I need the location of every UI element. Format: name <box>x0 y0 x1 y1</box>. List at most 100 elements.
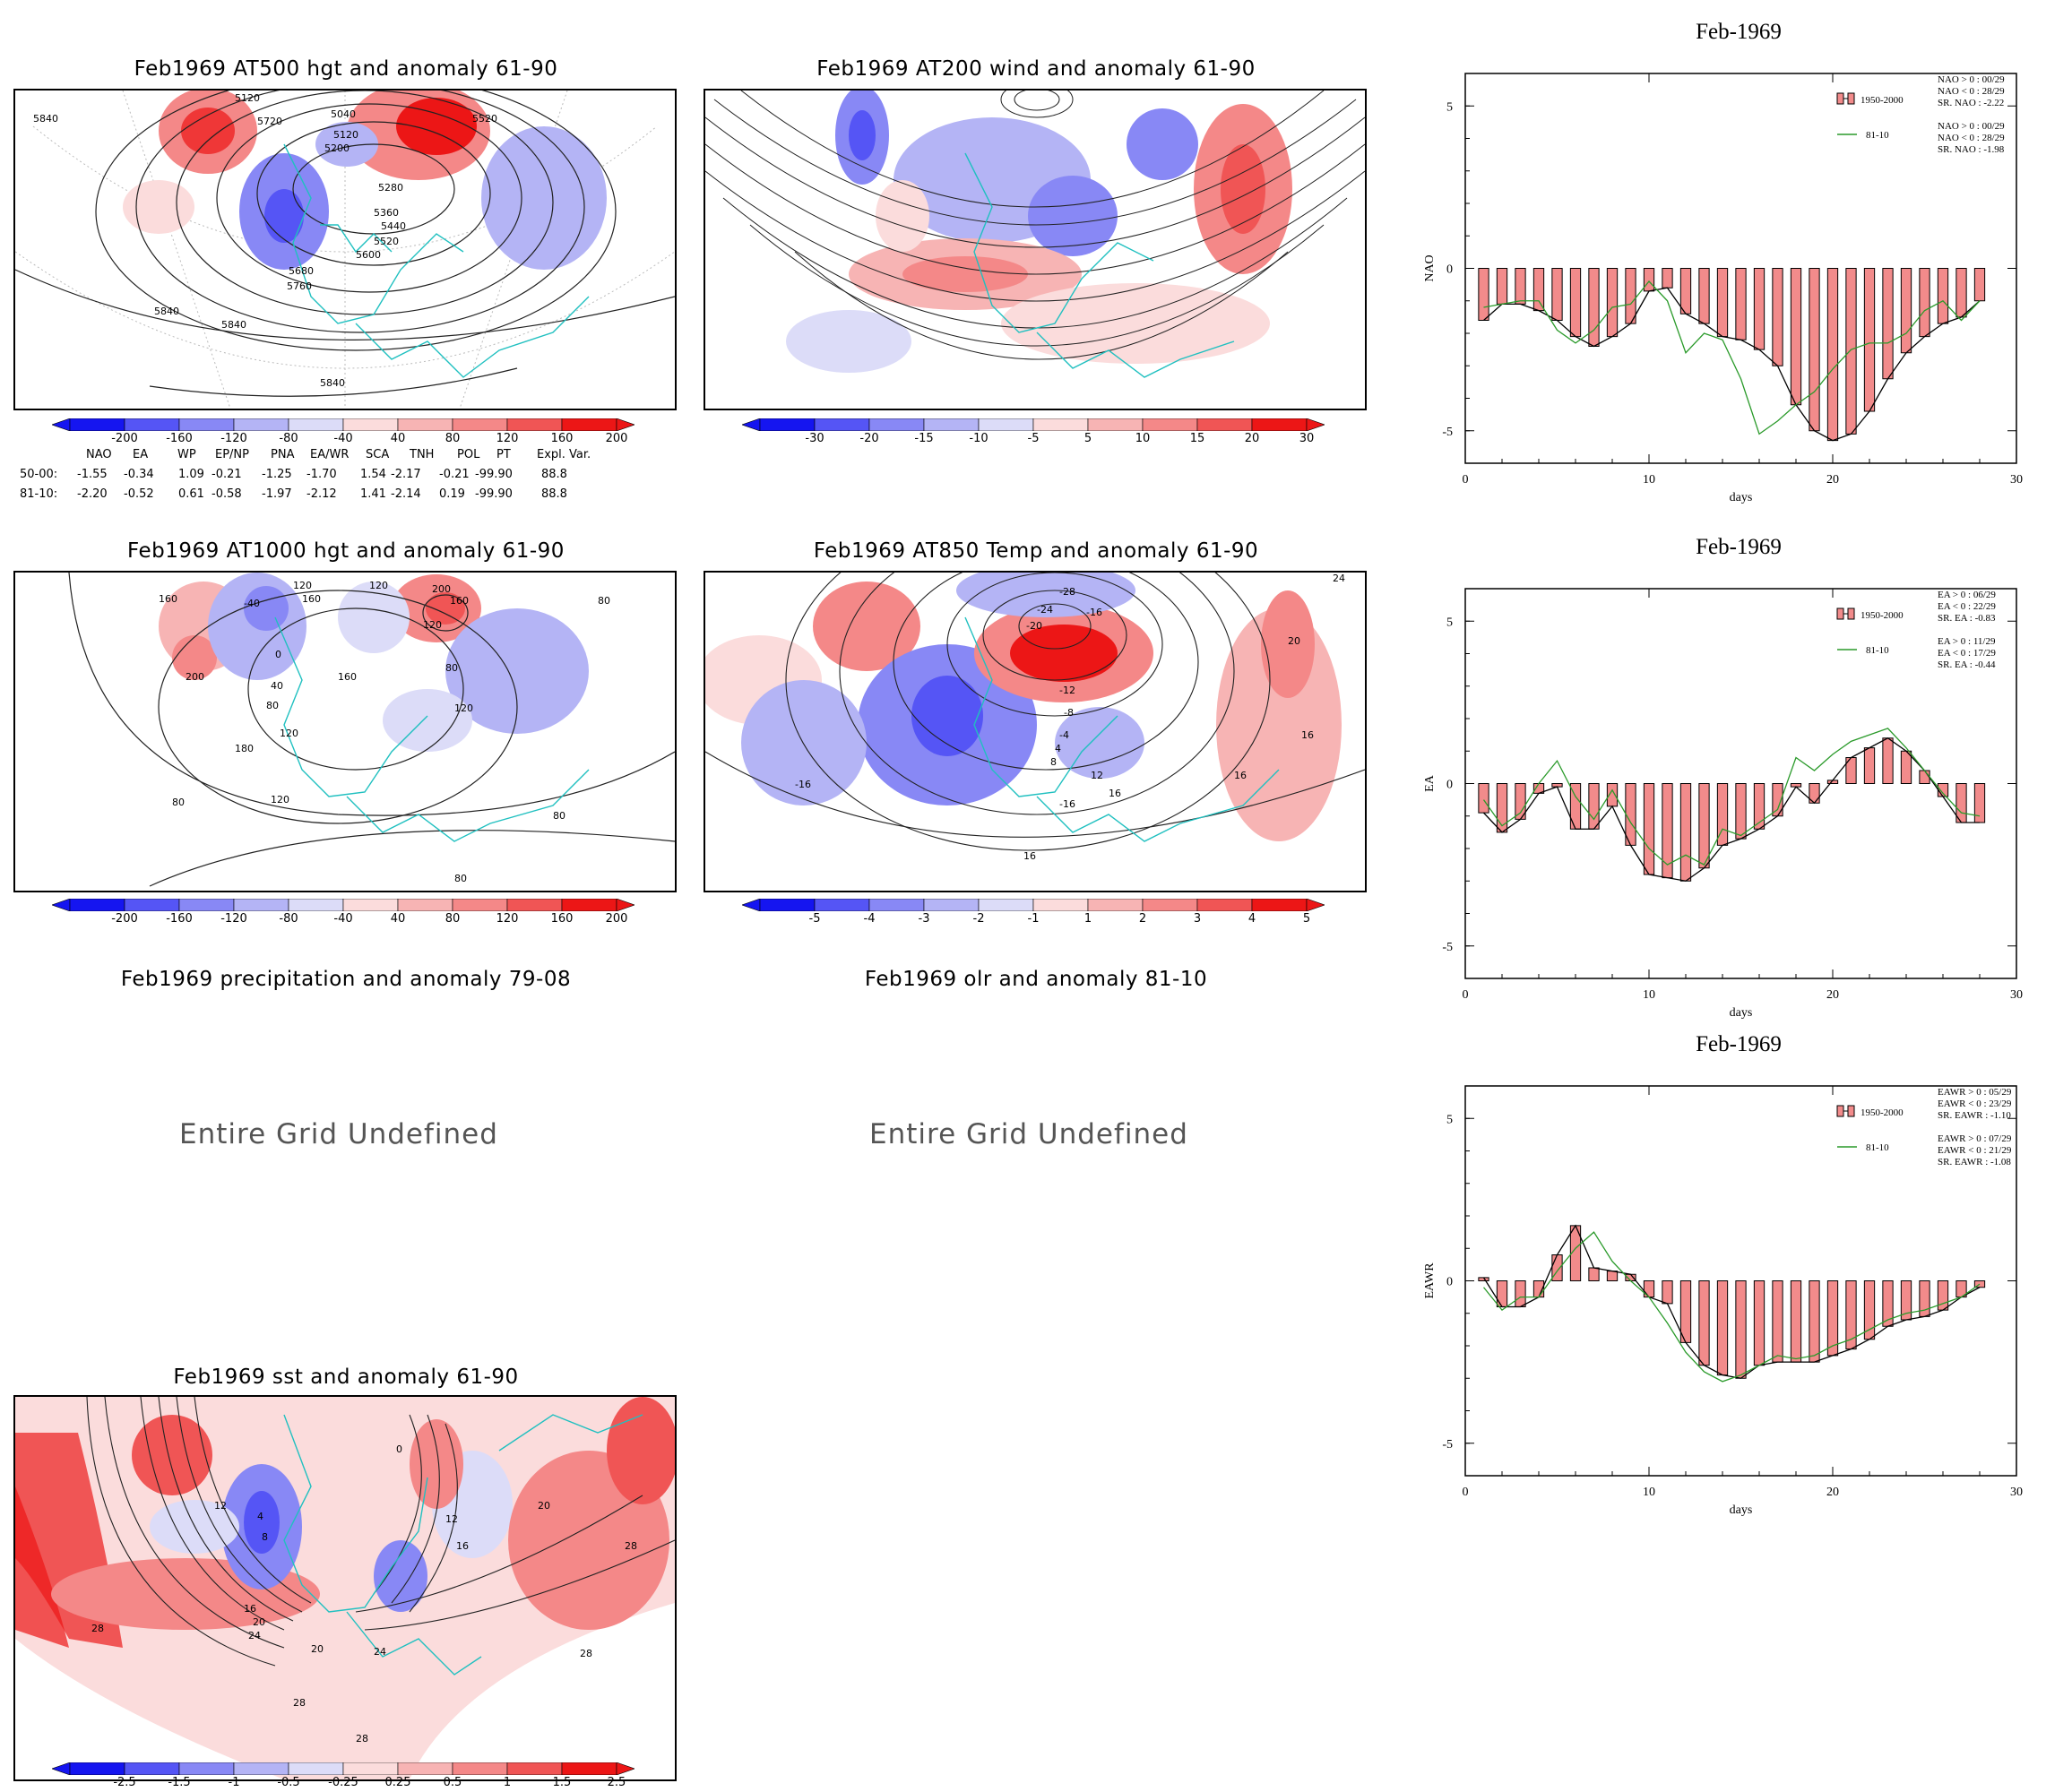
colorbar-tick-label: -15 <box>914 432 934 445</box>
svg-text:20: 20 <box>1288 635 1300 647</box>
colorbar-tick-label: -120 <box>220 432 247 445</box>
colorbar-segment <box>561 418 617 432</box>
index-table-row1-label: 50-00: <box>20 468 58 481</box>
svg-text:120: 120 <box>271 794 289 806</box>
bar <box>1863 268 1876 412</box>
stats-text: EAWR > 0 : 07/29 <box>1938 1133 2012 1144</box>
colorbar-segment <box>814 418 870 432</box>
bar <box>1753 1280 1766 1366</box>
colorbar-segment <box>342 1762 399 1776</box>
colorbar-segment <box>978 898 1034 912</box>
stats-text: NAO > 0 : 00/29 <box>1938 121 2005 132</box>
ts-title-ea: Feb-1969 <box>1696 535 1782 559</box>
colorbar-segment <box>397 418 453 432</box>
svg-text:80: 80 <box>445 662 458 674</box>
colorbar-arrow-right <box>1306 418 1325 432</box>
bar <box>1496 1280 1508 1307</box>
bar <box>1698 783 1710 869</box>
colorbar-segment <box>1142 418 1198 432</box>
stats-text: SR. EA : -0.83 <box>1938 613 1996 624</box>
colorbar-at1000: -200 -160 -120 -80 -40 40 80 120 160 200 <box>51 898 635 928</box>
svg-text:-20: -20 <box>1026 620 1042 632</box>
bar <box>1790 268 1802 406</box>
bar <box>1588 783 1600 830</box>
index-table-cell: -99.90 <box>475 487 513 501</box>
colorbar-segment <box>124 1762 180 1776</box>
colorbar-segment <box>124 898 180 912</box>
legend-bar-swatch <box>1836 607 1844 620</box>
svg-text:-16: -16 <box>1086 607 1102 618</box>
ts-title-eawr: Feb-1969 <box>1696 1032 1782 1056</box>
bar <box>1532 268 1545 312</box>
colorbar-tick-label: -160 <box>166 432 193 445</box>
svg-text:20: 20 <box>538 1500 550 1512</box>
colorbar-segment <box>452 1762 508 1776</box>
bar <box>1569 268 1582 338</box>
svg-text:16: 16 <box>1301 729 1314 741</box>
map-title-olr: Feb1969 olr and anomaly 81-10 <box>864 968 1208 991</box>
bar <box>1551 268 1563 321</box>
bar <box>1735 268 1747 340</box>
y-tick-label: 5 <box>1446 1113 1453 1126</box>
bar <box>1698 1280 1710 1366</box>
colorbar-tick-label: 4 <box>1248 912 1256 926</box>
stats-text: SR. NAO : -2.22 <box>1938 98 2004 108</box>
colorbar-tick-label: -1 <box>1027 912 1040 926</box>
svg-text:28: 28 <box>91 1623 104 1634</box>
svg-text:4: 4 <box>257 1511 263 1522</box>
colorbar-segment <box>1087 418 1144 432</box>
colorbar-tick-label: -1 <box>228 1776 240 1789</box>
x-tick-label: 30 <box>2010 1486 2023 1499</box>
colorbar-tick-label: -30 <box>805 432 824 445</box>
svg-text:5200: 5200 <box>324 142 350 154</box>
svg-text:24: 24 <box>1333 573 1345 584</box>
x-tick-label: 30 <box>2010 988 2023 1002</box>
y-axis-label: NAO <box>1423 254 1437 281</box>
svg-text:5440: 5440 <box>381 220 406 232</box>
colorbar-at200: -30 -20 -15 -10 -5 5 10 15 20 30 <box>741 418 1325 448</box>
at500-anom-blue-2 <box>481 126 607 270</box>
colorbar-segment <box>1196 418 1253 432</box>
bar <box>1937 783 1949 797</box>
ts-chart-eawr: 0 10 20 30 5 0 -5 days EAWR 1950-2000 81-10 EAWR > … <box>1423 1085 2023 1517</box>
x-tick-label: 20 <box>1826 988 1839 1002</box>
x-axis-label: days <box>1730 1503 1753 1517</box>
colorbar-segment <box>923 418 980 432</box>
colorbar-tick-label: 30 <box>1299 432 1315 445</box>
bar <box>1716 268 1729 338</box>
svg-text:20: 20 <box>311 1643 324 1655</box>
svg-text:80: 80 <box>454 873 467 884</box>
stats-text: EAWR < 0 : 21/29 <box>1938 1145 2012 1156</box>
colorbar-tick-label: 0.5 <box>443 1776 462 1789</box>
bar <box>1679 783 1692 882</box>
index-table-cell: 88.8 <box>541 468 567 481</box>
bar <box>1515 1280 1526 1307</box>
bar <box>1919 268 1930 338</box>
svg-text:120: 120 <box>293 580 312 591</box>
svg-text:5840: 5840 <box>221 319 246 331</box>
colorbar-segment <box>342 418 399 432</box>
svg-text:0: 0 <box>275 649 281 660</box>
bar <box>1919 770 1930 784</box>
index-table-header-nao: NAO <box>86 448 112 461</box>
colorbar-segment <box>69 1762 125 1776</box>
colorbar-tick-label: -1.5 <box>168 1776 191 1789</box>
bar <box>1588 268 1600 347</box>
svg-text:200: 200 <box>432 583 451 595</box>
svg-text:24: 24 <box>374 1646 386 1658</box>
index-table-header-pna: PNA <box>271 448 295 461</box>
colorbar-segment <box>506 898 563 912</box>
y-tick-label: -5 <box>1442 1438 1453 1452</box>
bar <box>1716 1280 1729 1376</box>
colorbar-segment <box>506 1762 563 1776</box>
map-title-at850: Feb1969 AT850 Temp and anomaly 61-90 <box>813 539 1259 563</box>
index-table-cell: -1.70 <box>306 468 337 481</box>
svg-text:120: 120 <box>280 728 298 739</box>
x-tick-label: 10 <box>1643 473 1655 487</box>
map-at500: 5840 5120 5720 5040 5120 5200 5520 5280 5360 5… <box>13 89 677 410</box>
bar <box>1809 268 1820 432</box>
bar <box>1826 268 1839 442</box>
colorbar-arrow-left <box>741 418 761 432</box>
colorbar-arrow-right <box>616 418 635 432</box>
colorbar-segment <box>561 1762 617 1776</box>
